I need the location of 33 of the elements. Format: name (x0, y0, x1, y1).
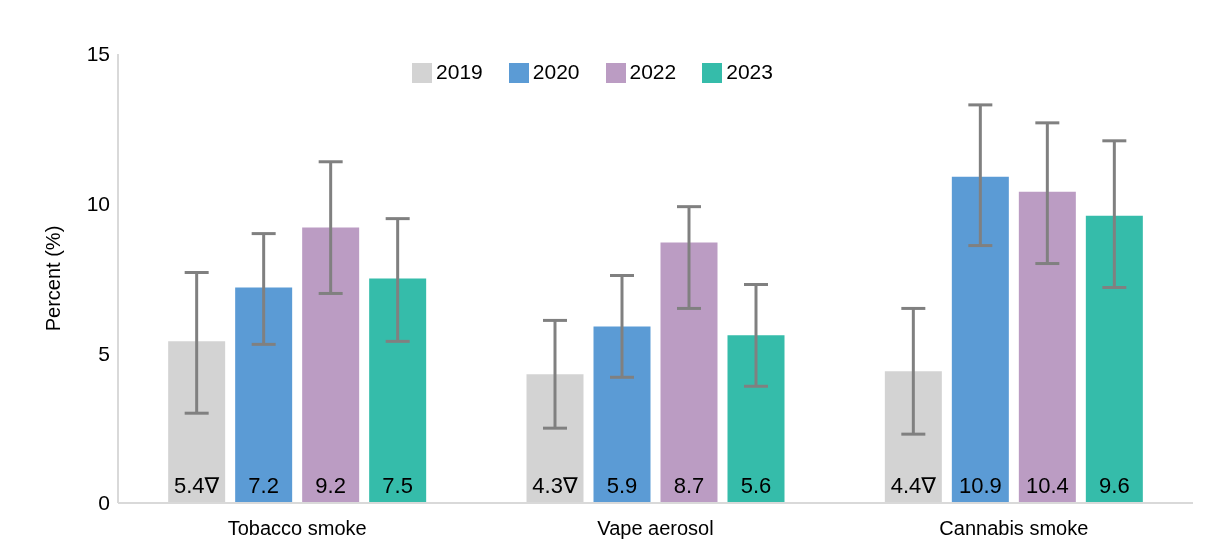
legend-label: 2022 (629, 60, 677, 83)
legend-label: 2020 (532, 60, 580, 83)
legend-label: 2023 (726, 60, 773, 83)
x-tick-label: Cannabis smoke (939, 517, 1089, 540)
bar (727, 335, 785, 503)
bar (1085, 215, 1143, 503)
data-label: 9.2 (315, 473, 346, 498)
bar (660, 242, 718, 503)
data-label: 4.3∇ (532, 473, 578, 498)
data-label: 7.2 (248, 473, 279, 498)
y-axis-title: Percent (%) (42, 225, 65, 332)
data-label: 8.7 (673, 473, 705, 498)
bar (1018, 191, 1076, 503)
y-tick-label: 5 (98, 341, 110, 365)
data-label: 5.6 (740, 473, 772, 498)
bar (593, 326, 651, 503)
x-tick-label: Tobacco smoke (227, 517, 367, 540)
data-label: 10.9 (958, 473, 1002, 498)
data-label: 10.4 (1025, 473, 1069, 498)
x-tick-label: Vape aerosol (597, 517, 714, 540)
bar (235, 287, 293, 503)
y-tick-label: 15 (86, 42, 110, 66)
y-tick-label: 0 (98, 491, 110, 515)
data-label: 7.5 (382, 473, 413, 498)
data-label: 5.9 (606, 473, 638, 498)
bar (951, 176, 1009, 503)
y-tick-label: 10 (86, 192, 110, 216)
data-label: 9.6 (1099, 473, 1130, 498)
bar (302, 227, 360, 503)
data-label: 5.4∇ (174, 473, 220, 498)
data-label: 4.4∇ (890, 473, 937, 498)
bar (369, 278, 427, 503)
legend-label: 2019 (436, 60, 483, 83)
